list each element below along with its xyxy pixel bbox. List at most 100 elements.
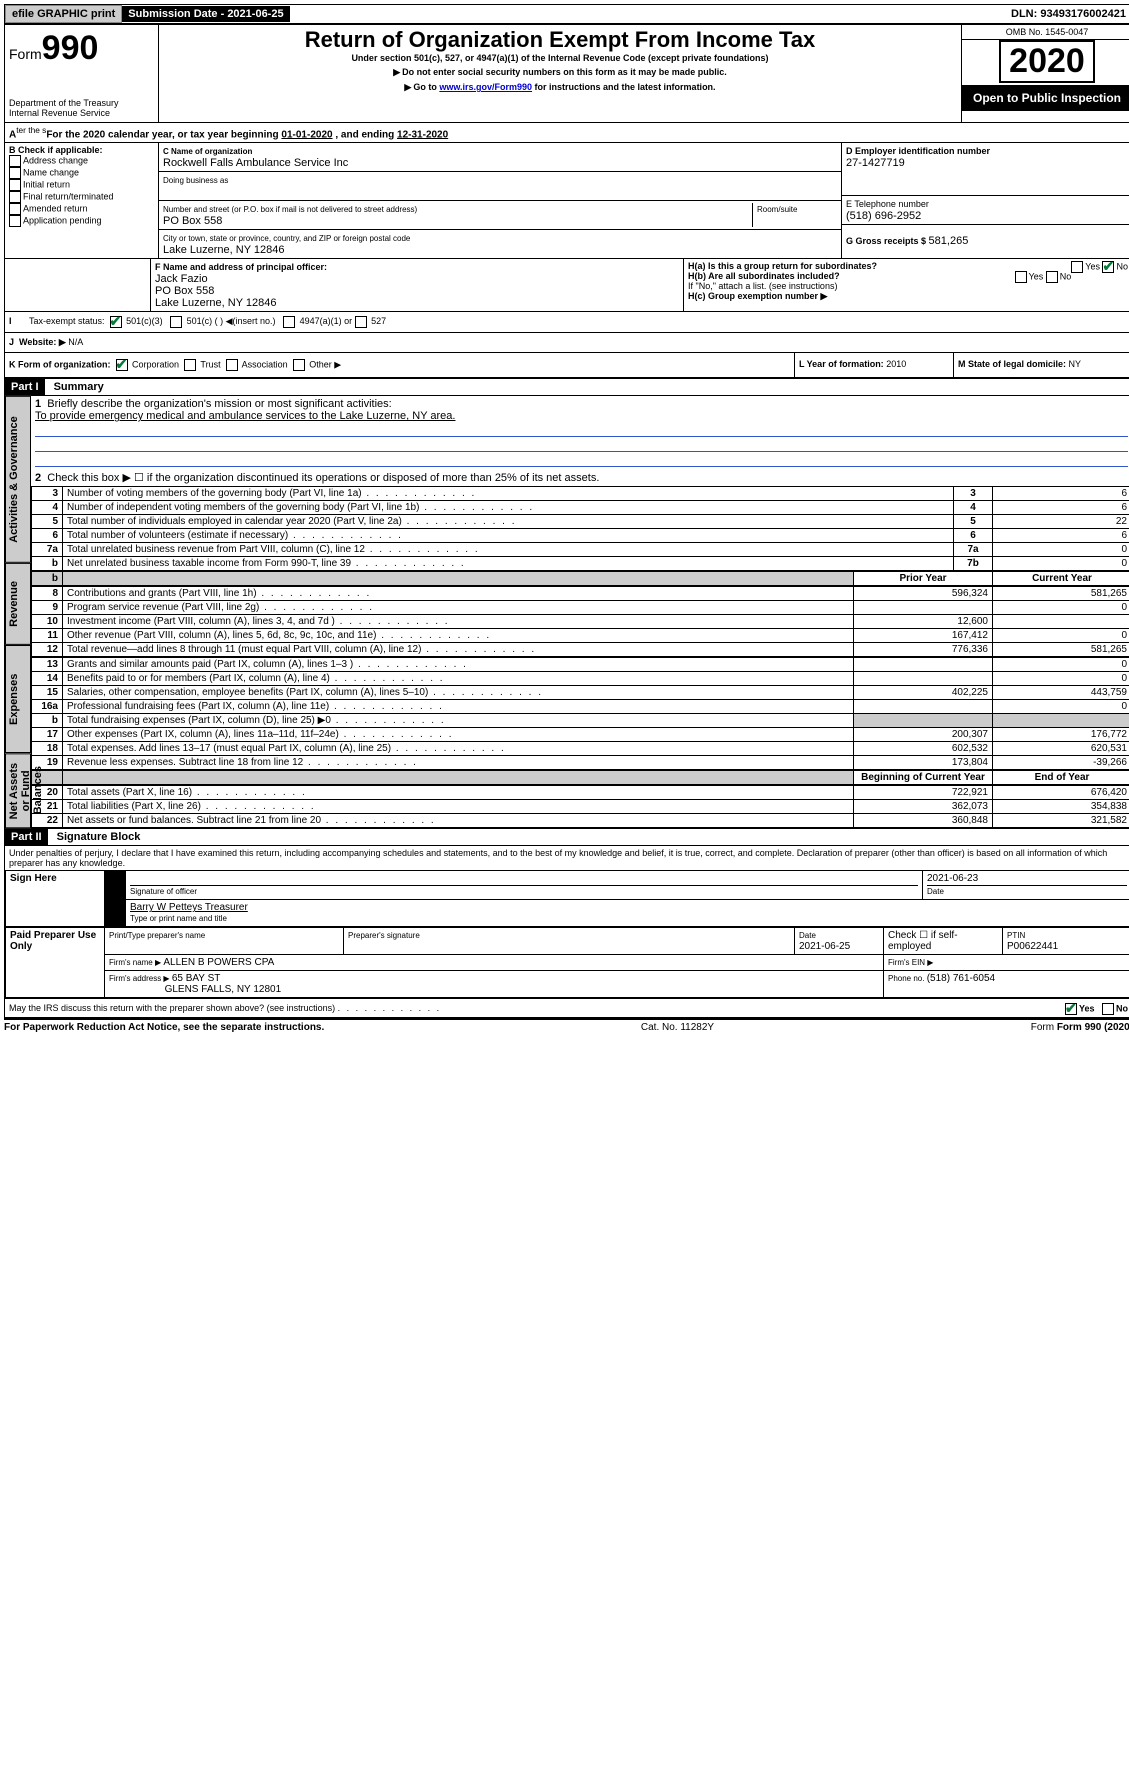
row-num: 14 — [32, 672, 63, 686]
klm-row: K Form of organization: Corporation Trus… — [5, 353, 1129, 378]
check-initial[interactable] — [9, 179, 21, 191]
period-end: 12-31-2020 — [397, 129, 448, 140]
m-label: M State of legal domicile: — [958, 359, 1069, 369]
firm-addr1: 65 BAY ST — [172, 973, 221, 984]
row-label: Other expenses (Part IX, column (A), lin… — [63, 728, 854, 742]
dba-label: Doing business as — [163, 176, 228, 185]
prior-val: 402,225 — [854, 686, 993, 700]
row-val: 6 — [993, 529, 1129, 543]
form-header: Form990 Department of the Treasury Inter… — [5, 25, 1129, 123]
row-label: Total expenses. Add lines 13–17 (must eq… — [63, 742, 854, 756]
prior-val: 362,073 — [854, 800, 993, 814]
row-num: 16a — [32, 700, 63, 714]
phone-label: E Telephone number — [846, 199, 929, 209]
prep-name-label: Print/Type preparer's name — [109, 931, 205, 940]
j-label: Website: ▶ — [19, 337, 66, 347]
i-501c[interactable] — [170, 316, 182, 328]
city-label: City or town, state or province, country… — [163, 234, 410, 243]
row-label: Contributions and grants (Part VIII, lin… — [63, 587, 854, 601]
efile-button[interactable]: efile GRAPHIC print — [5, 5, 122, 23]
prior-val: 12,600 — [854, 615, 993, 629]
tax-period-row: Ater the sFor the 2020 calendar year, or… — [5, 123, 1129, 143]
discuss-no[interactable] — [1102, 1003, 1114, 1015]
k-other-lbl: Other ▶ — [309, 360, 341, 370]
check-amended[interactable] — [9, 203, 21, 215]
row-num: 13 — [32, 658, 63, 672]
row-val: 0 — [993, 557, 1129, 571]
form-subtitle: Under section 501(c), 527, or 4947(a)(1)… — [161, 53, 959, 63]
ein-label: D Employer identification number — [846, 146, 990, 156]
row-box: 7b — [954, 557, 993, 571]
box-k: K Form of organization: Corporation Trus… — [5, 353, 794, 377]
check-name[interactable] — [9, 167, 21, 179]
check-address[interactable] — [9, 155, 21, 167]
firm-addr-label: Firm's address ▶ — [109, 974, 172, 983]
row-val: 22 — [993, 515, 1129, 529]
addr-label: Number and street (or P.O. box if mail i… — [163, 205, 417, 214]
row-num: 22 — [32, 814, 63, 828]
row-label: Total liabilities (Part X, line 26) — [63, 800, 854, 814]
room-label: Room/suite — [757, 205, 797, 214]
i-527[interactable] — [355, 316, 367, 328]
f-h-row: F Name and address of principal officer:… — [5, 259, 1129, 312]
k-assoc-lbl: Association — [242, 360, 288, 370]
part1-title: Summary — [48, 379, 110, 395]
form-title: Return of Organization Exempt From Incom… — [161, 27, 959, 53]
check-pending[interactable] — [9, 215, 21, 227]
current-val: 354,838 — [993, 800, 1129, 814]
hb-no[interactable] — [1046, 271, 1058, 283]
line1-label: Briefly describe the organization's miss… — [47, 398, 391, 410]
phone-value: (518) 696-2952 — [846, 210, 921, 222]
i-o1: 501(c)(3) — [126, 316, 163, 328]
lbl-address: Address change — [23, 156, 88, 166]
ha-no[interactable] — [1102, 261, 1114, 273]
prep-date-label: Date — [799, 931, 816, 940]
omb-number: OMB No. 1545-0047 — [962, 25, 1129, 40]
k-assoc[interactable] — [226, 359, 238, 371]
entity-grid: B Check if applicable: Address change Na… — [5, 143, 1129, 259]
row-label: Net assets or fund balances. Subtract li… — [63, 814, 854, 828]
k-trust[interactable] — [184, 359, 196, 371]
current-val: -39,266 — [993, 756, 1129, 770]
goto-post: for instructions and the latest informat… — [532, 82, 716, 92]
preparer-table: Paid Preparer Use Only Print/Type prepar… — [5, 927, 1129, 998]
check-final[interactable] — [9, 191, 21, 203]
prep-date: 2021-06-25 — [799, 941, 850, 952]
box-m: M State of legal domicile: NY — [953, 353, 1129, 377]
row-num: 7a — [32, 543, 63, 557]
i-4947[interactable] — [283, 316, 295, 328]
hb-yes[interactable] — [1015, 271, 1027, 283]
k-corp-lbl: Corporation — [132, 360, 179, 370]
c-name-label: C Name of organization — [163, 147, 252, 156]
prior-val — [854, 658, 993, 672]
row-num: 18 — [32, 742, 63, 756]
prior-val: 200,307 — [854, 728, 993, 742]
col-end: End of Year — [993, 771, 1129, 785]
irs-link[interactable]: www.irs.gov/Form990 — [439, 82, 532, 92]
prior-val: 360,848 — [854, 814, 993, 828]
prep-sig-label: Preparer's signature — [348, 931, 420, 940]
k-corp[interactable] — [116, 359, 128, 371]
form-ref: Form 990 (2020) — [1057, 1022, 1129, 1033]
l-label: L Year of formation: — [799, 359, 886, 369]
current-val: 581,265 — [993, 643, 1129, 657]
lbl-final: Final return/terminated — [23, 192, 114, 202]
k-other[interactable] — [293, 359, 305, 371]
row-val: 6 — [993, 501, 1129, 515]
firm-phone: (518) 761-6054 — [927, 973, 995, 984]
footer: For Paperwork Reduction Act Notice, see … — [4, 1018, 1129, 1033]
row-label: Other revenue (Part VIII, column (A), li… — [63, 629, 854, 643]
tab-netassets: Net Assets or Fund Balances — [5, 753, 31, 828]
discuss-yes[interactable] — [1065, 1003, 1077, 1015]
ptin-value: P00622441 — [1007, 941, 1058, 952]
row-num: 4 — [32, 501, 63, 515]
exp-table: 13 Grants and similar amounts paid (Part… — [31, 657, 1129, 770]
i-501c3[interactable] — [110, 316, 122, 328]
discuss-row: May the IRS discuss this return with the… — [5, 998, 1129, 1017]
gross-value: 581,265 — [929, 235, 969, 247]
ha-yes[interactable] — [1071, 261, 1083, 273]
firm-ein-label: Firm's EIN ▶ — [888, 958, 933, 967]
cat-no: Cat. No. 11282Y — [641, 1022, 714, 1033]
type-name-label: Type or print name and title — [130, 914, 227, 923]
current-val: 0 — [993, 700, 1129, 714]
